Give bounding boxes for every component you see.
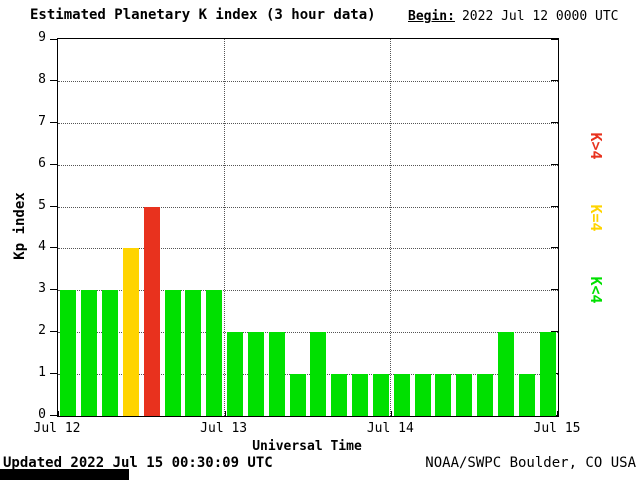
kp-bar <box>227 332 244 416</box>
chart-title: Estimated Planetary K index (3 hour data… <box>30 7 376 23</box>
y-tick-label: 2 <box>38 323 46 339</box>
kp-bar <box>539 332 556 416</box>
y-tick-mark <box>551 121 558 123</box>
kp-bar <box>185 290 202 416</box>
y-tick-label: 0 <box>38 407 46 422</box>
y-tick-mark <box>50 121 57 123</box>
kp-bar <box>164 290 181 416</box>
kp-bar <box>352 374 369 416</box>
y-tick-mark <box>551 205 558 207</box>
x-tick-mark <box>557 411 558 416</box>
y-tick-mark <box>551 79 558 81</box>
kp-bar <box>477 374 494 416</box>
y-tick-label: 7 <box>38 113 46 129</box>
gridline-horizontal <box>58 290 558 292</box>
legend-item: K<4 <box>587 276 605 304</box>
y-tick-label: 5 <box>38 197 46 213</box>
gridline-vertical <box>223 39 225 416</box>
kp-bar <box>310 332 327 416</box>
x-axis-title: Universal Time <box>252 439 362 454</box>
y-tick-mark <box>50 163 57 165</box>
gridline-horizontal <box>58 206 558 208</box>
y-tick-label: 8 <box>38 71 46 87</box>
plot-area <box>50 38 559 417</box>
kp-bar <box>414 374 431 416</box>
gridline-horizontal <box>58 164 558 166</box>
kp-bar <box>372 374 389 416</box>
kp-bar <box>456 374 473 416</box>
y-tick-mark <box>50 79 57 81</box>
kp-bar <box>143 206 160 416</box>
y-tick-mark <box>50 39 57 40</box>
kp-bar <box>289 374 306 416</box>
kp-bar <box>435 374 452 416</box>
source-attribution: NOAA/SWPC Boulder, CO USA <box>425 455 636 471</box>
y-tick-mark <box>551 247 558 249</box>
begin-timestamp: Begin: 2022 Jul 12 0000 UTC <box>408 9 619 24</box>
kp-bar <box>518 374 535 416</box>
x-tick-label: Jul 15 <box>533 421 581 436</box>
y-tick-mark <box>50 373 57 375</box>
y-tick-label: 4 <box>38 239 46 255</box>
legend-item: K=4 <box>587 204 605 232</box>
gridline-horizontal <box>58 122 558 124</box>
kp-bar <box>206 290 223 416</box>
kp-bar <box>331 374 348 416</box>
x-tick-mark <box>224 411 226 416</box>
x-tick-label: Jul 13 <box>200 421 248 436</box>
x-tick-label: Jul 12 <box>33 421 81 436</box>
kp-bar <box>268 332 285 416</box>
y-tick-label: 6 <box>38 155 46 171</box>
kp-bar <box>247 332 264 416</box>
gridline-horizontal <box>58 332 558 334</box>
begin-value: 2022 Jul 12 0000 UTC <box>461 9 619 24</box>
updated-timestamp: Updated 2022 Jul 15 00:30:09 UTC <box>3 455 273 471</box>
y-tick-mark <box>50 205 57 207</box>
x-tick-mark <box>58 411 59 416</box>
y-tick-label: 3 <box>38 281 46 297</box>
gridline-horizontal <box>58 248 558 250</box>
begin-label: Begin: <box>408 9 455 24</box>
kp-bar <box>122 248 139 416</box>
kp-bar <box>497 332 514 416</box>
kp-bar <box>102 290 119 416</box>
kp-bar <box>393 374 410 416</box>
y-tick-label: 9 <box>38 30 46 45</box>
gridline-vertical <box>390 39 392 416</box>
y-tick-mark <box>551 39 558 40</box>
x-tick-mark <box>391 411 393 416</box>
y-tick-mark <box>50 289 57 291</box>
kp-bar <box>60 290 77 416</box>
y-tick-mark <box>551 289 558 291</box>
x-tick-label: Jul 14 <box>366 421 414 436</box>
y-tick-mark <box>551 163 558 165</box>
bottom-black-bar <box>0 469 129 480</box>
gridline-horizontal <box>58 80 558 82</box>
kp-bar <box>81 290 98 416</box>
y-tick-mark <box>50 415 57 416</box>
legend-item: K>4 <box>587 132 605 160</box>
y-tick-mark <box>551 331 558 333</box>
y-tick-mark <box>50 247 57 249</box>
y-tick-label: 1 <box>38 365 46 381</box>
y-tick-mark <box>50 331 57 333</box>
gridline-horizontal <box>58 374 558 376</box>
